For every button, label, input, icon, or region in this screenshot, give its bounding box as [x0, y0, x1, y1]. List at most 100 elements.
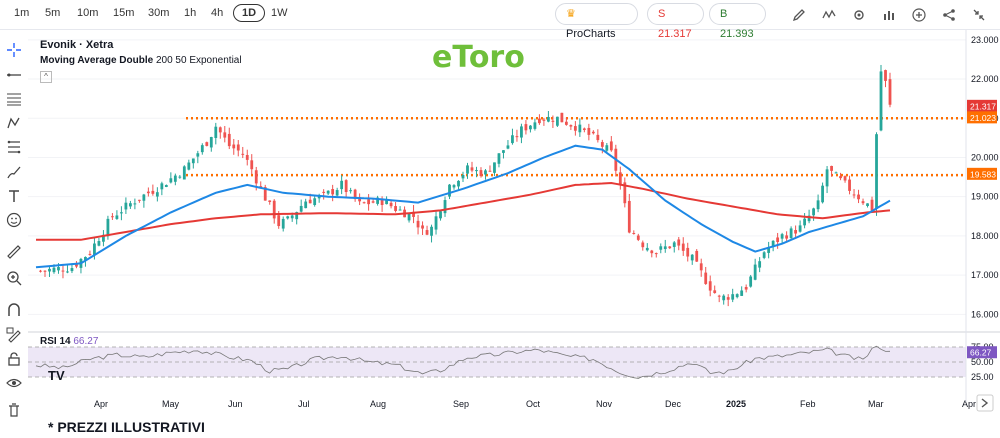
candle-body: [254, 170, 258, 184]
timeframe-1d[interactable]: 1D: [233, 4, 266, 22]
candle-body: [263, 187, 267, 201]
candle-body: [533, 122, 537, 129]
candle-body: [663, 246, 667, 250]
crosshair-icon[interactable]: [6, 42, 22, 58]
candle-body: [551, 120, 555, 122]
indicators-icon[interactable]: [822, 8, 836, 22]
sell-button[interactable]: S 21.317: [647, 3, 704, 40]
candle-body: [866, 203, 869, 207]
trend-line-icon[interactable]: [6, 67, 22, 83]
candle-body: [155, 192, 159, 197]
timeframe-5m[interactable]: 5m: [45, 7, 61, 19]
candle-body: [421, 225, 424, 229]
candle-body: [830, 165, 833, 171]
candle-body: [385, 200, 388, 205]
gear-icon[interactable]: [852, 8, 866, 22]
lock-icon[interactable]: [6, 351, 22, 367]
candle-body: [48, 268, 51, 272]
magnet-icon[interactable]: [6, 302, 22, 318]
eye-icon[interactable]: [6, 375, 22, 391]
timeframe-10m[interactable]: 10m: [77, 7, 99, 19]
candle-body: [52, 267, 56, 273]
trash-icon[interactable]: [6, 402, 22, 418]
candle-body: [227, 133, 231, 147]
candle-body: [609, 141, 613, 151]
text-icon[interactable]: [6, 188, 22, 204]
add-icon[interactable]: [912, 8, 926, 22]
candle-body: [771, 240, 775, 247]
candle-body: [681, 243, 685, 251]
share-icon[interactable]: [942, 8, 956, 22]
timeframe-1h[interactable]: 1h: [184, 7, 197, 19]
candle-body: [349, 190, 353, 192]
rsi-name: RSI 14: [40, 336, 71, 347]
tradingview-logo: TV: [48, 368, 65, 383]
collapse-legend-button[interactable]: ^: [40, 71, 52, 83]
candle-body: [84, 256, 87, 261]
symbol-title[interactable]: Evonik · Xetra: [40, 39, 114, 51]
candle-body: [555, 116, 559, 126]
candle-body: [803, 218, 806, 226]
ruler-icon[interactable]: [6, 244, 22, 260]
pencil-icon[interactable]: [792, 8, 806, 22]
candle-body: [326, 190, 330, 194]
lock-drawing-icon[interactable]: [6, 327, 22, 343]
horizontal-lines-icon[interactable]: [6, 91, 22, 107]
bar-chart-icon[interactable]: [882, 8, 896, 22]
collapse-icon[interactable]: [972, 8, 986, 22]
candle-body: [434, 216, 438, 230]
candle-body: [785, 235, 789, 239]
candle-body: [146, 191, 150, 194]
buy-button[interactable]: B 21.393: [709, 3, 766, 40]
ema-50-line: [35, 144, 891, 269]
pattern-icon[interactable]: [6, 115, 22, 131]
indicator-name: Moving Average Double: [40, 55, 154, 66]
x-tick-label: Jun: [228, 399, 243, 409]
x-tick-label: Nov: [596, 399, 613, 409]
candle-body: [340, 180, 344, 190]
y-tick-label: 23.000: [971, 35, 999, 45]
candle-body: [124, 202, 128, 210]
scroll-to-end-button[interactable]: [976, 394, 994, 412]
brush-icon[interactable]: [6, 164, 22, 180]
candle-body: [789, 228, 793, 239]
candle-body: [776, 237, 780, 243]
candle-body: [794, 230, 798, 234]
zoom-icon[interactable]: [6, 270, 22, 286]
emoji-icon[interactable]: [6, 212, 22, 228]
candle-body: [875, 134, 878, 209]
price-label: 19.583: [970, 169, 996, 179]
candle-body: [137, 199, 141, 201]
top-toolbar: 1m 5m 10m 15m 30m 1h 4h 1D 1W ♛ ProChart…: [0, 0, 1000, 40]
candle-body: [834, 172, 838, 174]
x-tick-label: May: [162, 399, 180, 409]
y-tick-label: 22.000: [971, 74, 999, 84]
rsi-value-label: 66.27: [970, 348, 992, 358]
candle-body: [668, 246, 672, 249]
candle-body: [57, 267, 60, 271]
candle-body: [430, 226, 433, 236]
candle-body: [160, 183, 164, 190]
procharts-button[interactable]: ♛ ProCharts: [555, 3, 638, 40]
candle-body: [75, 264, 78, 267]
candle-body: [97, 241, 101, 246]
candle-body: [295, 212, 299, 220]
candle-body: [241, 153, 245, 155]
timeframe-4h[interactable]: 4h: [211, 7, 224, 19]
indicator-legend[interactable]: Moving Average Double 200 50 Exponential: [40, 55, 242, 66]
x-tick-label: Jul: [298, 399, 310, 409]
timeframe-30m[interactable]: 30m: [148, 7, 170, 19]
timeframe-15m[interactable]: 15m: [113, 7, 135, 19]
timeframe-1w[interactable]: 1W: [271, 7, 288, 19]
x-tick-label: Sep: [453, 399, 469, 409]
candle-body: [744, 286, 748, 290]
candle-body: [191, 158, 195, 164]
candle-body: [542, 119, 546, 121]
fibonacci-icon[interactable]: [6, 139, 22, 155]
candle-body: [645, 247, 649, 251]
price-chart[interactable]: 23.00022.00021.00020.00019.00018.00017.0…: [28, 30, 1000, 418]
candle-body: [245, 154, 249, 160]
timeframe-1m[interactable]: 1m: [14, 7, 30, 19]
rsi-legend[interactable]: RSI 14 66.27: [40, 336, 98, 347]
candle-body: [43, 270, 47, 272]
